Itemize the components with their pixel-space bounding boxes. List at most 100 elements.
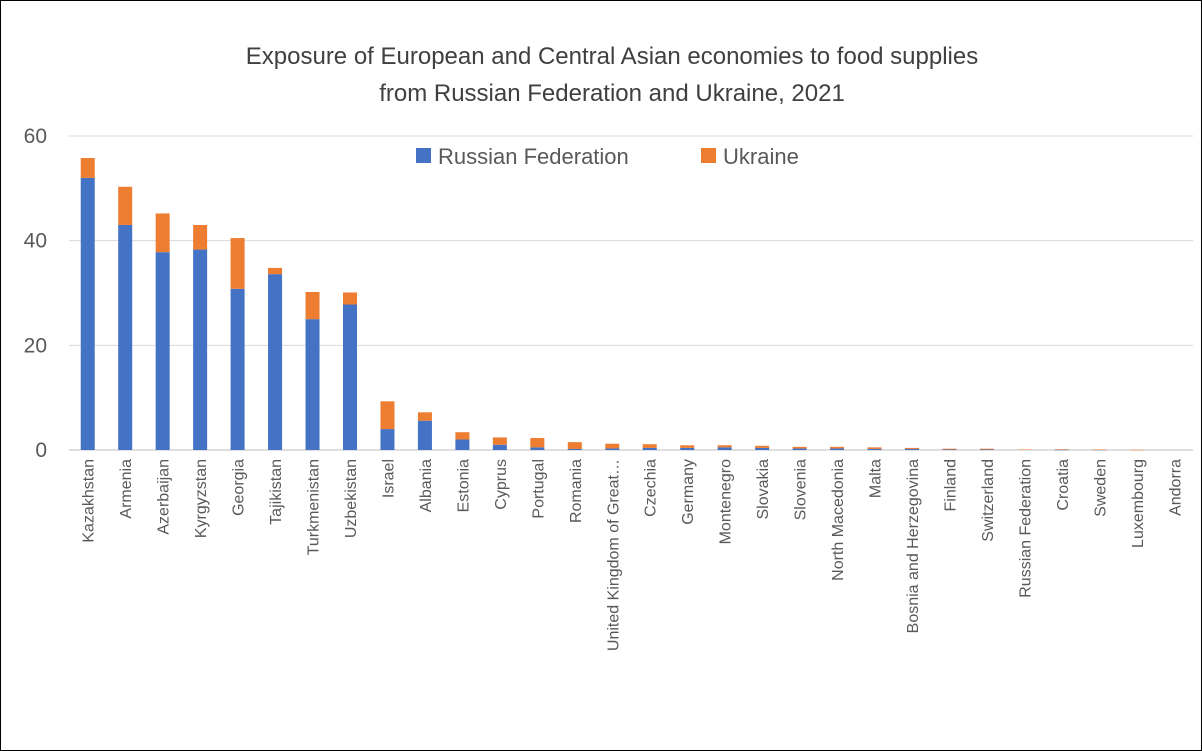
bar-montenegro-ukraine — [717, 445, 732, 448]
legend-swatch-ukraine — [701, 148, 716, 163]
y-tick-label-60: 60 — [24, 125, 47, 148]
bar-kazakhstan-ukraine — [80, 157, 95, 178]
x-tick-label-kazakhstan: Kazakhstan — [81, 459, 98, 543]
bar-kyrgyzstan-russian-federation — [193, 249, 208, 450]
x-tick-label-portugal: Portugal — [530, 459, 547, 519]
gridlines — [69, 135, 1193, 451]
bar-portugal-ukraine — [530, 437, 545, 448]
bar-sweden-russian-federation — [1092, 449, 1107, 451]
x-tick-label-cyprus: Cyprus — [493, 459, 510, 510]
x-tick-label-finland: Finland — [942, 459, 959, 511]
bar-tajikistan-ukraine — [268, 267, 283, 275]
bars — [80, 157, 1144, 451]
bar-malta-russian-federation — [867, 448, 882, 450]
x-tick-label-albania: Albania — [418, 459, 435, 512]
x-tick-label-azerbaijan: Azerbaijan — [156, 459, 173, 535]
x-tick-label-russian-federation: Russian Federation — [1017, 459, 1034, 598]
bar-sweden-ukraine — [1092, 449, 1107, 450]
x-tick-label-croatia: Croatia — [1055, 459, 1072, 511]
bar-slovenia-ukraine — [792, 446, 807, 449]
bar-malta-ukraine — [867, 447, 882, 449]
bar-bosnia-and-herzegovina-russian-federation — [905, 448, 919, 450]
x-tick-label-estonia: Estonia — [455, 459, 472, 512]
bar-switzerland-ukraine — [979, 448, 994, 450]
bar-united-kingdom-of-great-russian-federation — [605, 448, 620, 450]
bar-estonia-russian-federation — [455, 439, 470, 450]
bar-bosnia-and-herzegovina-ukraine — [905, 447, 919, 449]
x-tick-label-slovakia: Slovakia — [755, 459, 772, 520]
y-tick-label-0: 0 — [35, 439, 47, 462]
bar-germany-russian-federation — [680, 447, 695, 450]
bar-albania-russian-federation — [417, 420, 432, 450]
bar-uzbekistan-russian-federation — [343, 304, 357, 450]
bar-germany-ukraine — [680, 445, 695, 448]
bar-turkmenistan-russian-federation — [305, 319, 320, 450]
bar-romania-russian-federation — [567, 448, 582, 450]
x-tick-label-montenegro: Montenegro — [718, 459, 735, 544]
bar-montenegro-russian-federation — [717, 447, 732, 450]
x-tick-label-armenia: Armenia — [118, 459, 135, 519]
legend-label-russian-federation: Russian Federation — [438, 144, 629, 169]
legend-label-ukraine: Ukraine — [723, 144, 799, 169]
chart-title-line-1: Exposure of European and Central Asian e… — [246, 43, 978, 70]
legend-swatch-russian-federation — [416, 148, 431, 163]
bar-portugal-russian-federation — [530, 447, 545, 450]
bar-georgia-russian-federation — [230, 288, 245, 450]
bar-czechia-ukraine — [642, 444, 657, 448]
y-axis-ticks: 0 20 40 60 — [24, 125, 47, 462]
bar-croatia-russian-federation — [1054, 449, 1069, 451]
bar-russian-federation-ukraine — [1017, 449, 1032, 450]
x-tick-label-israel: Israel — [380, 459, 397, 498]
bar-uzbekistan-ukraine — [343, 292, 357, 305]
x-tick-label-georgia: Georgia — [231, 459, 248, 516]
x-tick-label-turkmenistan: Turkmenistan — [306, 459, 323, 555]
bar-luxembourg-ukraine — [1129, 449, 1144, 451]
bar-romania-ukraine — [567, 442, 582, 449]
x-tick-label-united-kingdom-of-great: United Kingdom of Great… — [605, 459, 622, 651]
x-tick-label-kyrgyzstan: Kyrgyzstan — [193, 459, 210, 538]
bar-north-macedonia-ukraine — [830, 446, 845, 449]
bar-georgia-ukraine — [230, 238, 245, 289]
x-tick-label-north-macedonia: North Macedonia — [830, 459, 847, 581]
bar-croatia-ukraine — [1054, 449, 1069, 450]
chart-title-line-2: from Russian Federation and Ukraine, 202… — [379, 80, 845, 107]
bar-turkmenistan-ukraine — [305, 291, 320, 320]
x-tick-label-uzbekistan: Uzbekistan — [343, 459, 360, 538]
chart-title: Exposure of European and Central Asian e… — [246, 43, 978, 107]
x-tick-label-romania: Romania — [568, 459, 585, 523]
bar-north-macedonia-russian-federation — [830, 448, 845, 450]
bar-cyprus-ukraine — [492, 437, 507, 445]
bar-czechia-russian-federation — [642, 447, 657, 450]
bar-armenia-ukraine — [118, 186, 133, 225]
bar-finland-ukraine — [942, 448, 957, 450]
x-tick-label-bosnia-and-herzegovina: Bosnia and Herzegovina — [905, 459, 922, 633]
bar-albania-ukraine — [417, 412, 432, 421]
bar-israel-russian-federation — [380, 429, 395, 450]
x-tick-label-sweden: Sweden — [1092, 459, 1109, 517]
x-tick-label-germany: Germany — [680, 459, 697, 525]
bar-tajikistan-russian-federation — [268, 274, 283, 450]
x-axis-labels: Kazakhstan Armenia Azerbaijan Kyrgyzstan Geo… — [81, 459, 1185, 651]
x-tick-label-tajikistan: Tajikistan — [268, 459, 285, 525]
bar-slovenia-russian-federation — [792, 448, 807, 450]
bar-slovakia-russian-federation — [755, 447, 770, 450]
bar-israel-ukraine — [380, 401, 395, 430]
bar-kyrgyzstan-ukraine — [193, 224, 208, 250]
bar-switzerland-russian-federation — [979, 449, 994, 450]
x-tick-label-luxembourg: Luxembourg — [1130, 459, 1147, 548]
bar-estonia-ukraine — [455, 432, 470, 440]
y-tick-label-20: 20 — [24, 334, 47, 357]
bar-kazakhstan-russian-federation — [80, 177, 95, 450]
legend: Russian Federation Ukraine — [416, 144, 799, 169]
bar-finland-russian-federation — [942, 449, 957, 450]
x-tick-label-andorra: Andorra — [1167, 459, 1184, 516]
bar-slovakia-ukraine — [755, 445, 770, 448]
bar-cyprus-russian-federation — [492, 444, 507, 450]
bar-azerbaijan-russian-federation — [155, 252, 170, 450]
y-tick-label-40: 40 — [24, 230, 47, 253]
x-tick-label-slovenia: Slovenia — [793, 459, 810, 520]
x-tick-label-czechia: Czechia — [643, 459, 660, 517]
bar-armenia-russian-federation — [118, 224, 133, 450]
